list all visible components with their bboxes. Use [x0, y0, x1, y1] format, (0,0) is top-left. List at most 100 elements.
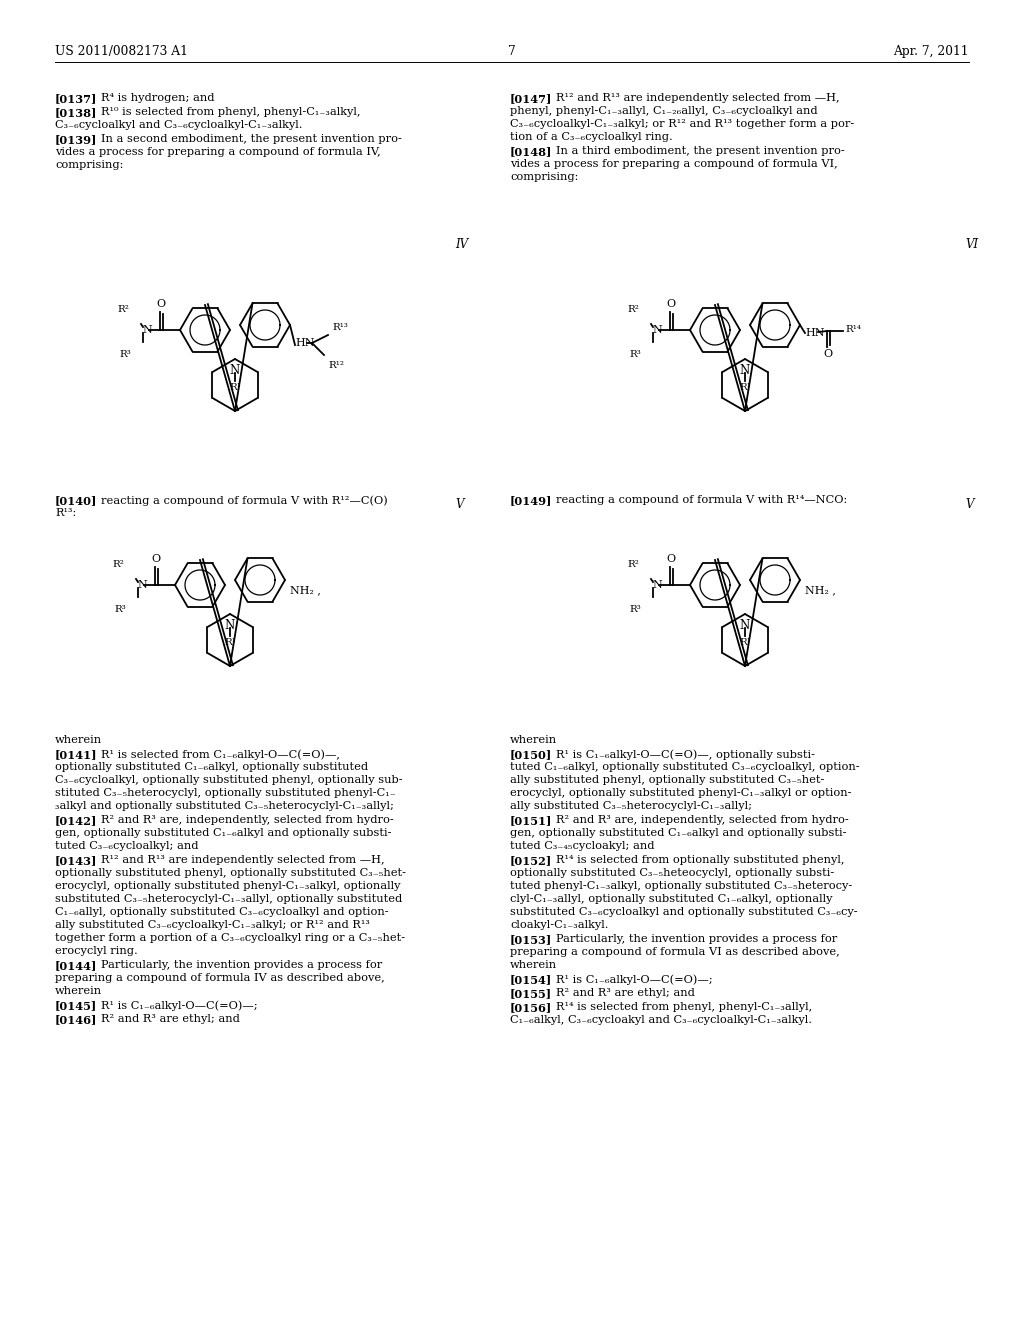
Text: [0137]: [0137] [55, 92, 97, 104]
Text: [0150]: [0150] [510, 748, 552, 760]
Text: wherein: wherein [510, 735, 557, 744]
Text: O: O [667, 300, 676, 309]
Text: N: N [740, 364, 751, 378]
Text: [0140]: [0140] [55, 495, 97, 506]
Text: tuted phenyl-C₁₋₃alkyl, optionally substituted C₃₋₅heterocy-: tuted phenyl-C₁₋₃alkyl, optionally subst… [510, 880, 852, 891]
Text: VI: VI [965, 238, 978, 251]
Text: R² and R³ are ethyl; and: R² and R³ are ethyl; and [101, 1014, 240, 1024]
Text: erocyclyl, optionally substituted phenyl-C₁₋₃alkyl, optionally: erocyclyl, optionally substituted phenyl… [55, 880, 400, 891]
Text: Apr. 7, 2011: Apr. 7, 2011 [894, 45, 969, 58]
Text: [0154]: [0154] [510, 974, 552, 985]
Text: R¹ is C₁₋₆alkyl-O—C(=O)—;: R¹ is C₁₋₆alkyl-O—C(=O)—; [101, 1001, 258, 1011]
Text: tion of a C₃₋₆cycloalkyl ring.: tion of a C₃₋₆cycloalkyl ring. [510, 132, 673, 143]
Text: R³: R³ [115, 605, 126, 614]
Text: wherein: wherein [55, 735, 102, 744]
Text: R¹² and R¹³ are independently selected from —H,: R¹² and R¹³ are independently selected f… [556, 92, 840, 103]
Text: R¹⁴: R¹⁴ [845, 325, 861, 334]
Text: O: O [823, 348, 833, 359]
Text: C₃₋₆cycloalkyl and C₃₋₆cycloalkyl-C₁₋₃alkyl.: C₃₋₆cycloalkyl and C₃₋₆cycloalkyl-C₁₋₃al… [55, 120, 302, 129]
Text: In a third embodiment, the present invention pro-: In a third embodiment, the present inven… [556, 147, 845, 156]
Text: R³: R³ [119, 350, 131, 359]
Text: R¹ is C₁₋₆alkyl-O—C(=O)—, optionally substi-: R¹ is C₁₋₆alkyl-O—C(=O)—, optionally sub… [556, 748, 815, 759]
Text: phenyl, phenyl-C₁₋₃allyl, C₁₋₂₆allyl, C₃₋₆cycloalkyl and: phenyl, phenyl-C₁₋₃allyl, C₁₋₂₆allyl, C₃… [510, 106, 817, 116]
Text: V: V [455, 498, 464, 511]
Text: optionally substituted C₃₋₅heteocyclyl, optionally substi-: optionally substituted C₃₋₅heteocyclyl, … [510, 869, 835, 878]
Text: ally substituted phenyl, optionally substituted C₃₋₅het-: ally substituted phenyl, optionally subs… [510, 775, 824, 785]
Text: [0147]: [0147] [510, 92, 552, 104]
Text: vides a process for preparing a compound of formula VI,: vides a process for preparing a compound… [510, 158, 838, 169]
Text: R⁴ is hydrogen; and: R⁴ is hydrogen; and [101, 92, 214, 103]
Text: N: N [652, 579, 662, 590]
Text: [0151]: [0151] [510, 814, 552, 826]
Text: R² and R³ are ethyl; and: R² and R³ are ethyl; and [556, 987, 695, 998]
Text: preparing a compound of formula IV as described above,: preparing a compound of formula IV as de… [55, 973, 385, 983]
Text: US 2011/0082173 A1: US 2011/0082173 A1 [55, 45, 187, 58]
Text: stituted C₃₋₅heterocyclyl, optionally substituted phenyl-C₁₋: stituted C₃₋₅heterocyclyl, optionally su… [55, 788, 395, 799]
Text: tuted C₃₋₆cycloalkyl; and: tuted C₃₋₆cycloalkyl; and [55, 841, 199, 851]
Text: R¹⁴ is selected from optionally substituted phenyl,: R¹⁴ is selected from optionally substitu… [556, 855, 845, 865]
Text: NH₂ ,: NH₂ , [290, 585, 321, 595]
Text: R¹: R¹ [229, 383, 241, 392]
Text: O: O [667, 554, 676, 564]
Text: reacting a compound of formula V with R¹⁴—NCO:: reacting a compound of formula V with R¹… [556, 495, 847, 506]
Text: O: O [152, 554, 161, 564]
Text: [0156]: [0156] [510, 1002, 552, 1012]
Text: preparing a compound of formula VI as described above,: preparing a compound of formula VI as de… [510, 946, 840, 957]
Text: R³: R³ [630, 605, 641, 614]
Text: 7: 7 [508, 45, 516, 58]
Text: reacting a compound of formula V with R¹²—C(O): reacting a compound of formula V with R¹… [101, 495, 388, 506]
Text: wherein: wherein [510, 960, 557, 970]
Text: C₃₋₆cycloalkyl, optionally substituted phenyl, optionally sub-: C₃₋₆cycloalkyl, optionally substituted p… [55, 775, 402, 785]
Text: N: N [137, 579, 146, 590]
Text: [0138]: [0138] [55, 107, 97, 117]
Text: [0149]: [0149] [510, 495, 552, 506]
Text: [0153]: [0153] [510, 935, 552, 945]
Text: tuted C₃₋₄₅cycloakyl; and: tuted C₃₋₄₅cycloakyl; and [510, 841, 654, 851]
Text: V: V [965, 498, 974, 511]
Text: [0146]: [0146] [55, 1014, 97, 1026]
Text: Particularly, the invention provides a process for: Particularly, the invention provides a p… [101, 960, 382, 970]
Text: tuted C₁₋₆alkyl, optionally substituted C₃₋₆cycloalkyl, option-: tuted C₁₋₆alkyl, optionally substituted … [510, 762, 859, 772]
Text: optionally substituted C₁₋₆alkyl, optionally substituted: optionally substituted C₁₋₆alkyl, option… [55, 762, 368, 772]
Text: comprising:: comprising: [510, 172, 579, 182]
Text: [0139]: [0139] [55, 135, 97, 145]
Text: together form a portion of a C₃₋₆cycloalkyl ring or a C₃₋₅het-: together form a portion of a C₃₋₆cycloal… [55, 933, 406, 942]
Text: [0141]: [0141] [55, 748, 97, 760]
Text: Particularly, the invention provides a process for: Particularly, the invention provides a p… [556, 935, 838, 944]
Text: R²: R² [117, 305, 129, 314]
Text: HN: HN [805, 327, 824, 338]
Text: [0145]: [0145] [55, 1001, 97, 1011]
Text: [0148]: [0148] [510, 147, 552, 157]
Text: wherein: wherein [55, 986, 102, 997]
Text: clyl-C₁₋₃allyl, optionally substituted C₁₋₆alkyl, optionally: clyl-C₁₋₃allyl, optionally substituted C… [510, 894, 833, 904]
Text: HN: HN [295, 338, 314, 348]
Text: [0144]: [0144] [55, 960, 97, 972]
Text: ally substituted C₃₋₆cycloalkyl-C₁₋₃alkyl; or R¹² and R¹³: ally substituted C₃₋₆cycloalkyl-C₁₋₃alky… [55, 920, 370, 931]
Text: R¹⁴ is selected from phenyl, phenyl-C₁₋₃allyl,: R¹⁴ is selected from phenyl, phenyl-C₁₋₃… [556, 1002, 812, 1012]
Text: C₃₋₆cycloalkyl-C₁₋₃alkyl; or R¹² and R¹³ together form a por-: C₃₋₆cycloalkyl-C₁₋₃alkyl; or R¹² and R¹³… [510, 119, 854, 129]
Text: NH₂ ,: NH₂ , [805, 585, 836, 595]
Text: [0152]: [0152] [510, 855, 552, 866]
Text: N: N [229, 364, 240, 378]
Text: C₁₋₆alkyl, C₃₋₆cycloakyl and C₃₋₆cycloalkyl-C₁₋₃alkyl.: C₁₋₆alkyl, C₃₋₆cycloakyl and C₃₋₆cycloal… [510, 1015, 812, 1026]
Text: R²: R² [627, 560, 639, 569]
Text: R¹: R¹ [739, 383, 751, 392]
Text: R¹: R¹ [224, 638, 236, 647]
Text: O: O [157, 300, 166, 309]
Text: vides a process for preparing a compound of formula IV,: vides a process for preparing a compound… [55, 147, 381, 157]
Text: comprising:: comprising: [55, 160, 123, 170]
Text: R² and R³ are, independently, selected from hydro-: R² and R³ are, independently, selected f… [556, 814, 849, 825]
Text: [0143]: [0143] [55, 855, 97, 866]
Text: gen, optionally substituted C₁₋₆alkyl and optionally substi-: gen, optionally substituted C₁₋₆alkyl an… [510, 828, 847, 838]
Text: ally substituted C₃₋₅heterocyclyl-C₁₋₃allyl;: ally substituted C₃₋₅heterocyclyl-C₁₋₃al… [510, 801, 752, 810]
Text: N: N [225, 619, 236, 632]
Text: optionally substituted phenyl, optionally substituted C₃₋₅het-: optionally substituted phenyl, optionall… [55, 869, 406, 878]
Text: substituted C₃₋₅heterocyclyl-C₁₋₃allyl, optionally substituted: substituted C₃₋₅heterocyclyl-C₁₋₃allyl, … [55, 894, 402, 904]
Text: R²: R² [112, 560, 124, 569]
Text: N: N [142, 325, 152, 335]
Text: [0142]: [0142] [55, 814, 97, 826]
Text: [0155]: [0155] [510, 987, 552, 999]
Text: gen, optionally substituted C₁₋₆alkyl and optionally substi-: gen, optionally substituted C₁₋₆alkyl an… [55, 828, 391, 838]
Text: R¹ is selected from C₁₋₆alkyl-O—C(=O)—,: R¹ is selected from C₁₋₆alkyl-O—C(=O)—, [101, 748, 340, 759]
Text: erocyclyl, optionally substituted phenyl-C₁₋₃alkyl or option-: erocyclyl, optionally substituted phenyl… [510, 788, 852, 799]
